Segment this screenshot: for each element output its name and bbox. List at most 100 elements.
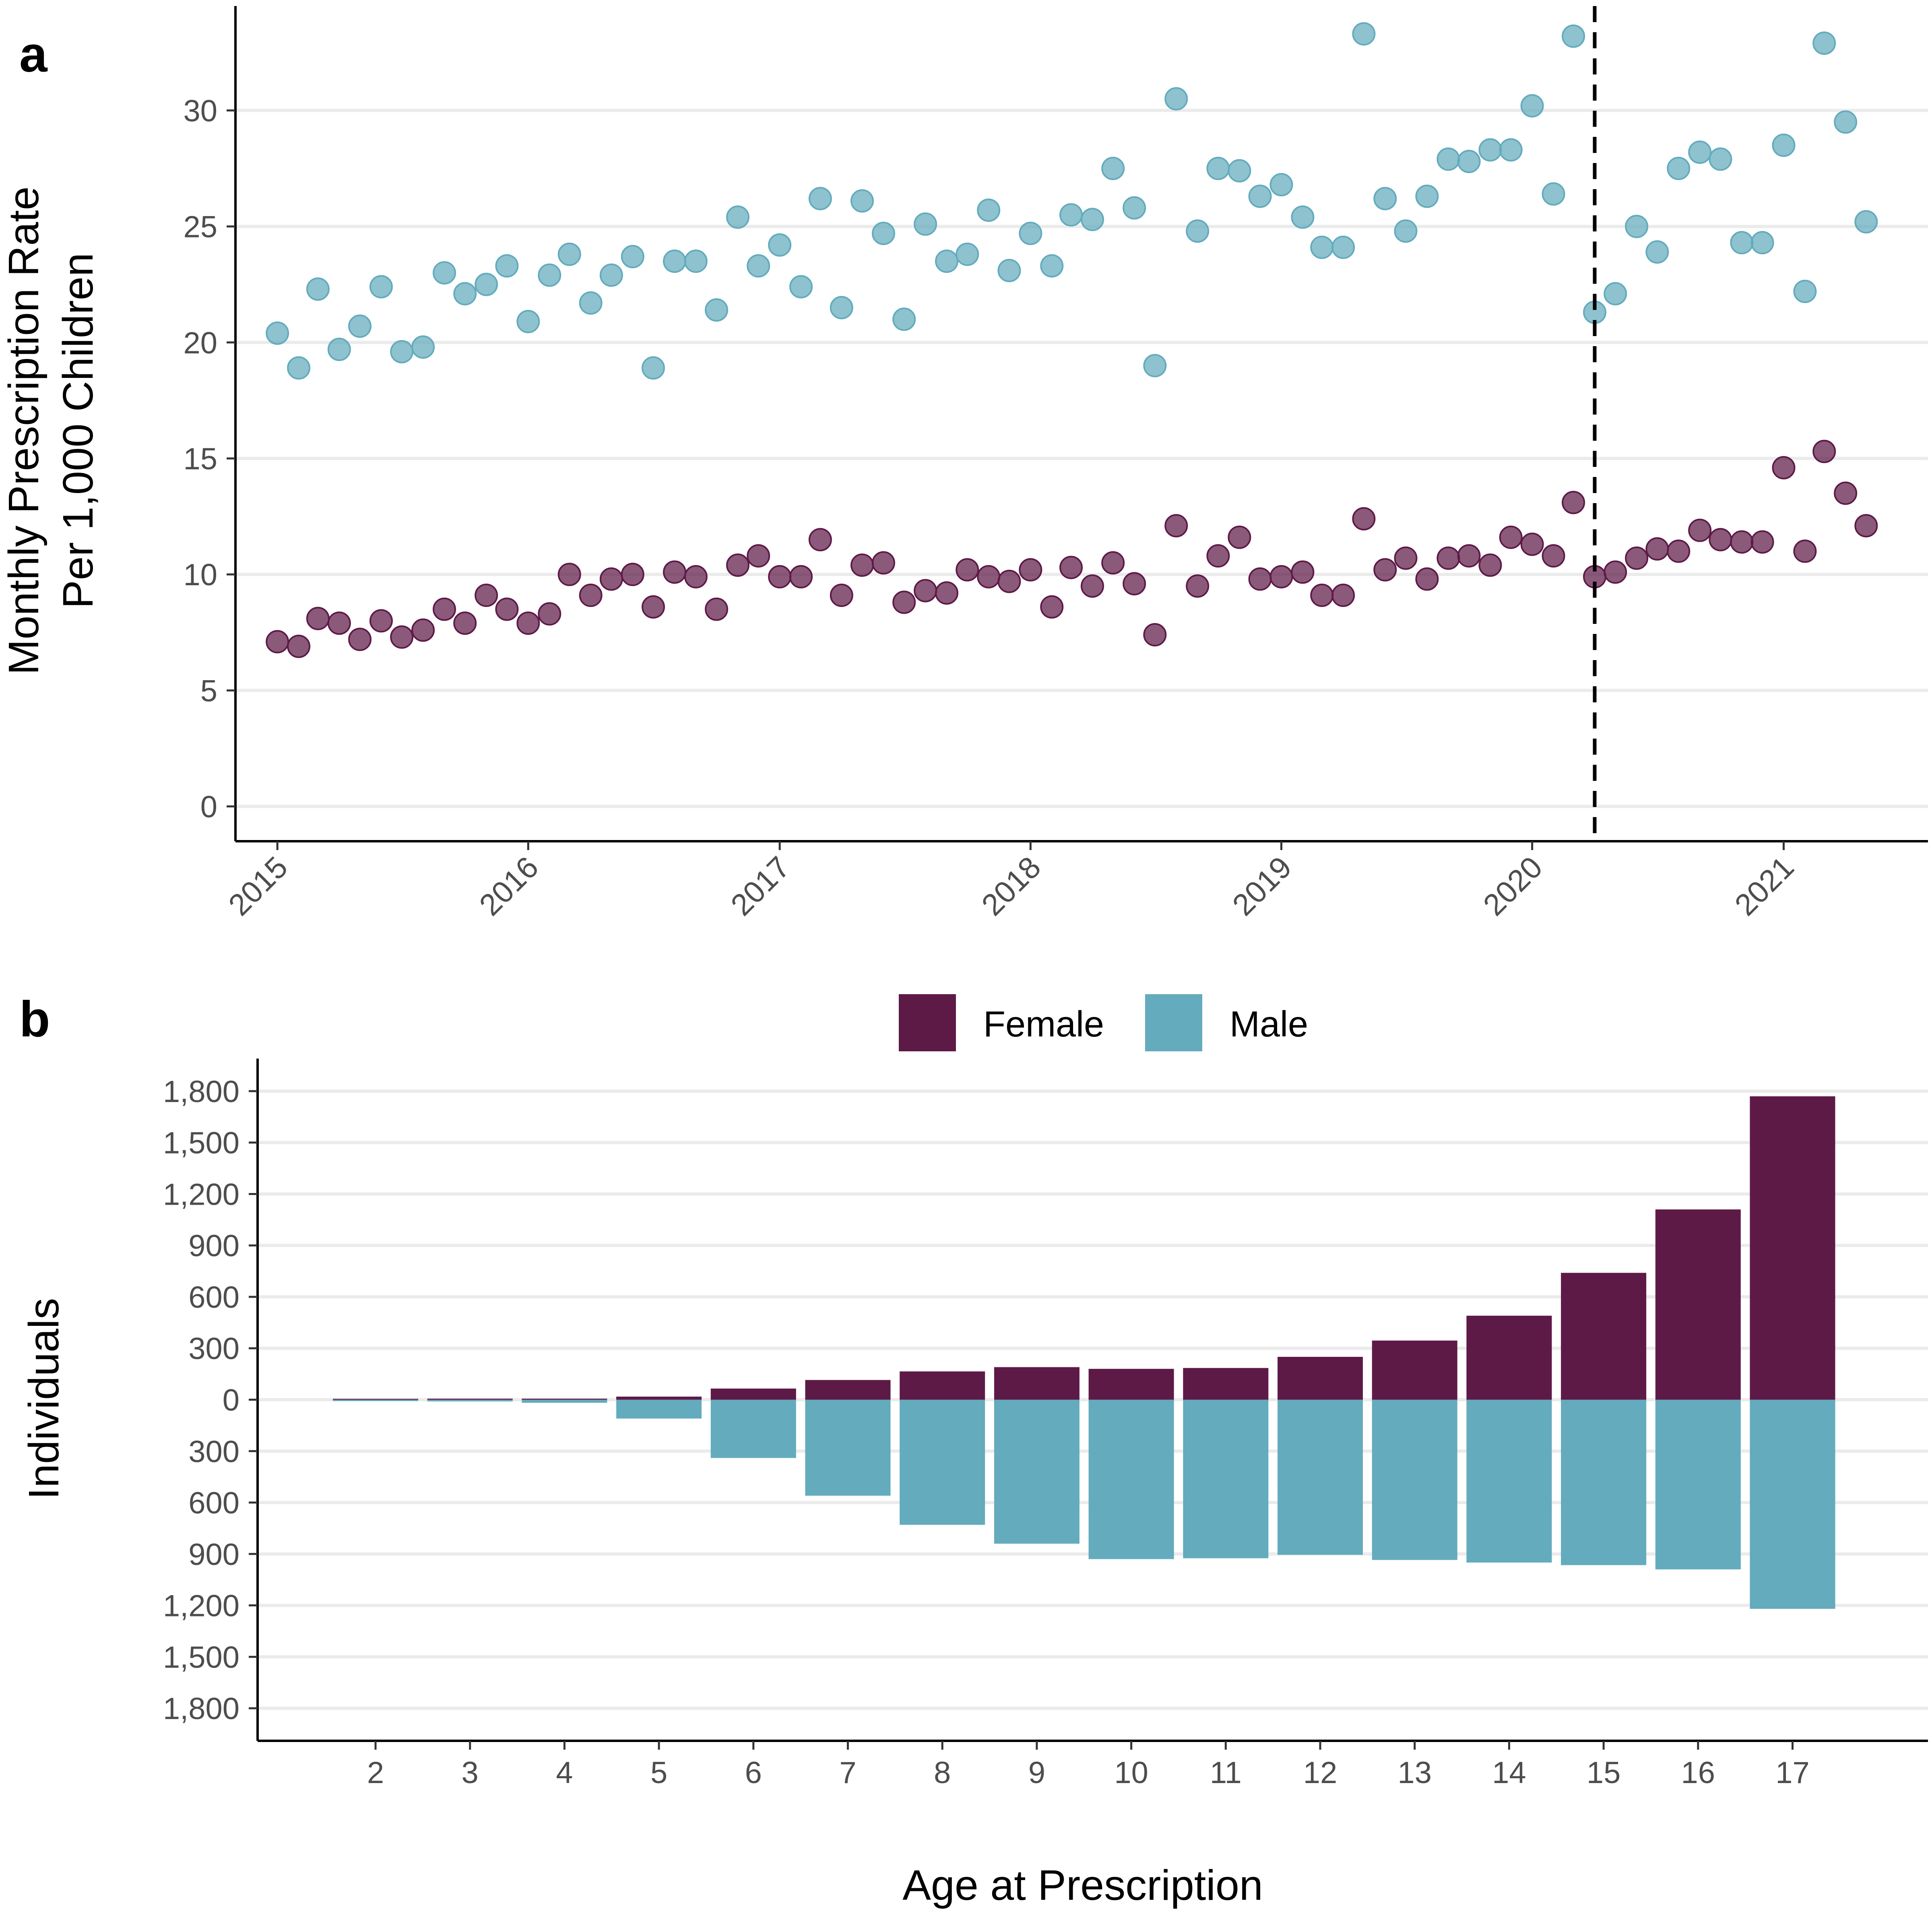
scatter-point-female (1019, 558, 1042, 582)
scatter-point-male (1604, 282, 1627, 305)
bar-x-tick-label: 13 (1397, 1756, 1432, 1790)
scatter-point-female (663, 560, 686, 584)
panel-label-a: a (19, 27, 48, 83)
bar-x-tick-label: 4 (556, 1756, 573, 1790)
scatter-y-tick-label: 25 (183, 210, 217, 244)
scatter-point-male (726, 205, 750, 229)
bar-y-tick-label: 1,800 (163, 1692, 239, 1726)
scatter-point-male (1373, 187, 1397, 211)
scatter-y-tick-label: 10 (183, 558, 217, 592)
scatter-point-male (768, 233, 792, 257)
bar-male (994, 1399, 1080, 1544)
bar-male (522, 1399, 607, 1403)
legend-swatch-male (1145, 994, 1202, 1051)
scatter-point-female (642, 595, 665, 619)
scatter-point-male (663, 250, 686, 273)
bars (333, 1096, 1835, 1609)
bar-female (333, 1399, 418, 1400)
bar-female (616, 1396, 702, 1400)
scatter-point-male (1709, 147, 1732, 171)
scatter-point-male (997, 259, 1021, 283)
bar-male (1088, 1399, 1174, 1559)
scatter-point-male (1834, 110, 1858, 134)
scatter-point-male (1248, 184, 1272, 208)
scatter-y-tick-label: 20 (183, 326, 217, 360)
scatter-y-tick-label: 30 (183, 94, 217, 128)
bar-female (900, 1371, 985, 1400)
scatter-point-male (1123, 196, 1146, 220)
panel-label-b: b (19, 991, 50, 1047)
bar-male (710, 1399, 796, 1458)
bar-male (333, 1399, 418, 1401)
legend-swatch-female (899, 994, 956, 1051)
bar-y-tick-label: 300 (188, 1435, 239, 1469)
bar-male (1750, 1399, 1835, 1609)
scatter-point-female (390, 625, 414, 649)
bar-x-tick-label: 7 (839, 1756, 856, 1790)
scatter-y-tick-label: 0 (200, 790, 217, 824)
scatter-point-male (538, 263, 561, 287)
scatter-point-male (579, 291, 603, 315)
scatter-point-female (747, 544, 770, 568)
scatter-point-female (1415, 567, 1439, 591)
bar-male (1372, 1399, 1457, 1560)
scatter-point-male (935, 250, 959, 273)
scatter-point-female (1730, 530, 1754, 554)
scatter-point-male (1101, 157, 1125, 180)
scatter-point-male (850, 189, 874, 213)
scatter-point-male (1854, 210, 1878, 234)
scatter-point-female (1772, 456, 1796, 480)
bar-female (994, 1367, 1080, 1400)
bar-x-tick-label: 5 (650, 1756, 667, 1790)
bar-y-axis-title: Individuals (20, 1298, 68, 1500)
bar-x-tick-label: 15 (1587, 1756, 1621, 1790)
scatter-point-female (1812, 440, 1836, 463)
scatter-point-male (1291, 205, 1315, 229)
scatter-point-male (1667, 157, 1690, 180)
scatter-point-male (1394, 219, 1418, 243)
bar-male (900, 1399, 985, 1525)
scatter-point-male (621, 245, 644, 268)
scatter-point-male (369, 275, 393, 299)
bar-x-tick-label: 16 (1681, 1756, 1715, 1790)
bar-female (1561, 1273, 1647, 1400)
bar-x-axis-title: Age at Prescription (902, 1862, 1263, 1909)
scatter-points (266, 22, 1878, 658)
bar-male (616, 1399, 702, 1419)
scatter-point-male (1310, 235, 1334, 259)
scatter-point-female (1709, 528, 1732, 551)
scatter-point-female (1248, 567, 1272, 591)
scatter-point-female (516, 611, 540, 635)
bar-female (1466, 1315, 1552, 1400)
scatter-point-female (266, 630, 289, 654)
bar-x-tick-label: 8 (934, 1756, 951, 1790)
scatter-point-female (684, 565, 708, 588)
scatter-point-male (1625, 215, 1649, 238)
bar-y-ticks: 1,800 1,500 1,200 900 600 300 0 300 600 900 1,200 1… (163, 1075, 258, 1726)
bar-male (1278, 1399, 1363, 1555)
scatter-point-male (1499, 138, 1523, 162)
scatter-point-female (1164, 514, 1188, 538)
scatter-point-female (768, 565, 792, 588)
bar-y-tick-label: 0 (223, 1383, 239, 1418)
scatter-point-male (1206, 157, 1230, 180)
scatter-y-tick-label: 15 (183, 442, 217, 476)
scatter-point-female (1059, 555, 1083, 579)
scatter-point-female (1331, 584, 1355, 607)
scatter-point-female (621, 563, 644, 586)
bar-female (1750, 1096, 1835, 1400)
scatter-point-female (1854, 514, 1878, 538)
scatter-point-female (1604, 560, 1627, 584)
bar-y-tick-label: 1,500 (163, 1126, 239, 1160)
scatter-point-female (411, 618, 435, 642)
bar-female (1655, 1209, 1741, 1400)
legend-label-female: Female (983, 1004, 1104, 1044)
scatter-point-female (1040, 595, 1064, 619)
bar-y-tick-label: 600 (188, 1280, 239, 1315)
scatter-point-female (1373, 558, 1397, 582)
scatter-point-female (789, 565, 813, 588)
scatter-point-male (287, 356, 311, 380)
bar-female (710, 1388, 796, 1400)
scatter-point-female (369, 609, 393, 633)
